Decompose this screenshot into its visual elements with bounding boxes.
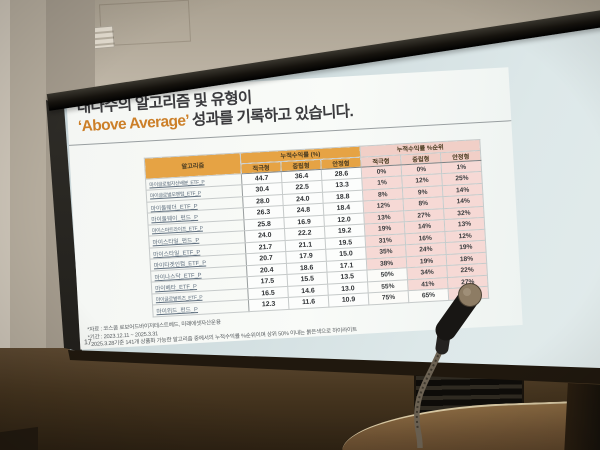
return-neutral: 11.6	[288, 295, 329, 310]
return-aggressive: 12.3	[248, 297, 289, 312]
page-number: 17	[83, 338, 93, 347]
microphone	[414, 283, 482, 449]
return-stable: 10.9	[328, 293, 369, 307]
mic-head	[458, 283, 482, 307]
podium-corner	[0, 426, 38, 450]
mic-head-highlight	[463, 288, 471, 296]
podium-side-panel	[564, 383, 600, 450]
mic-gooseneck	[414, 345, 445, 449]
